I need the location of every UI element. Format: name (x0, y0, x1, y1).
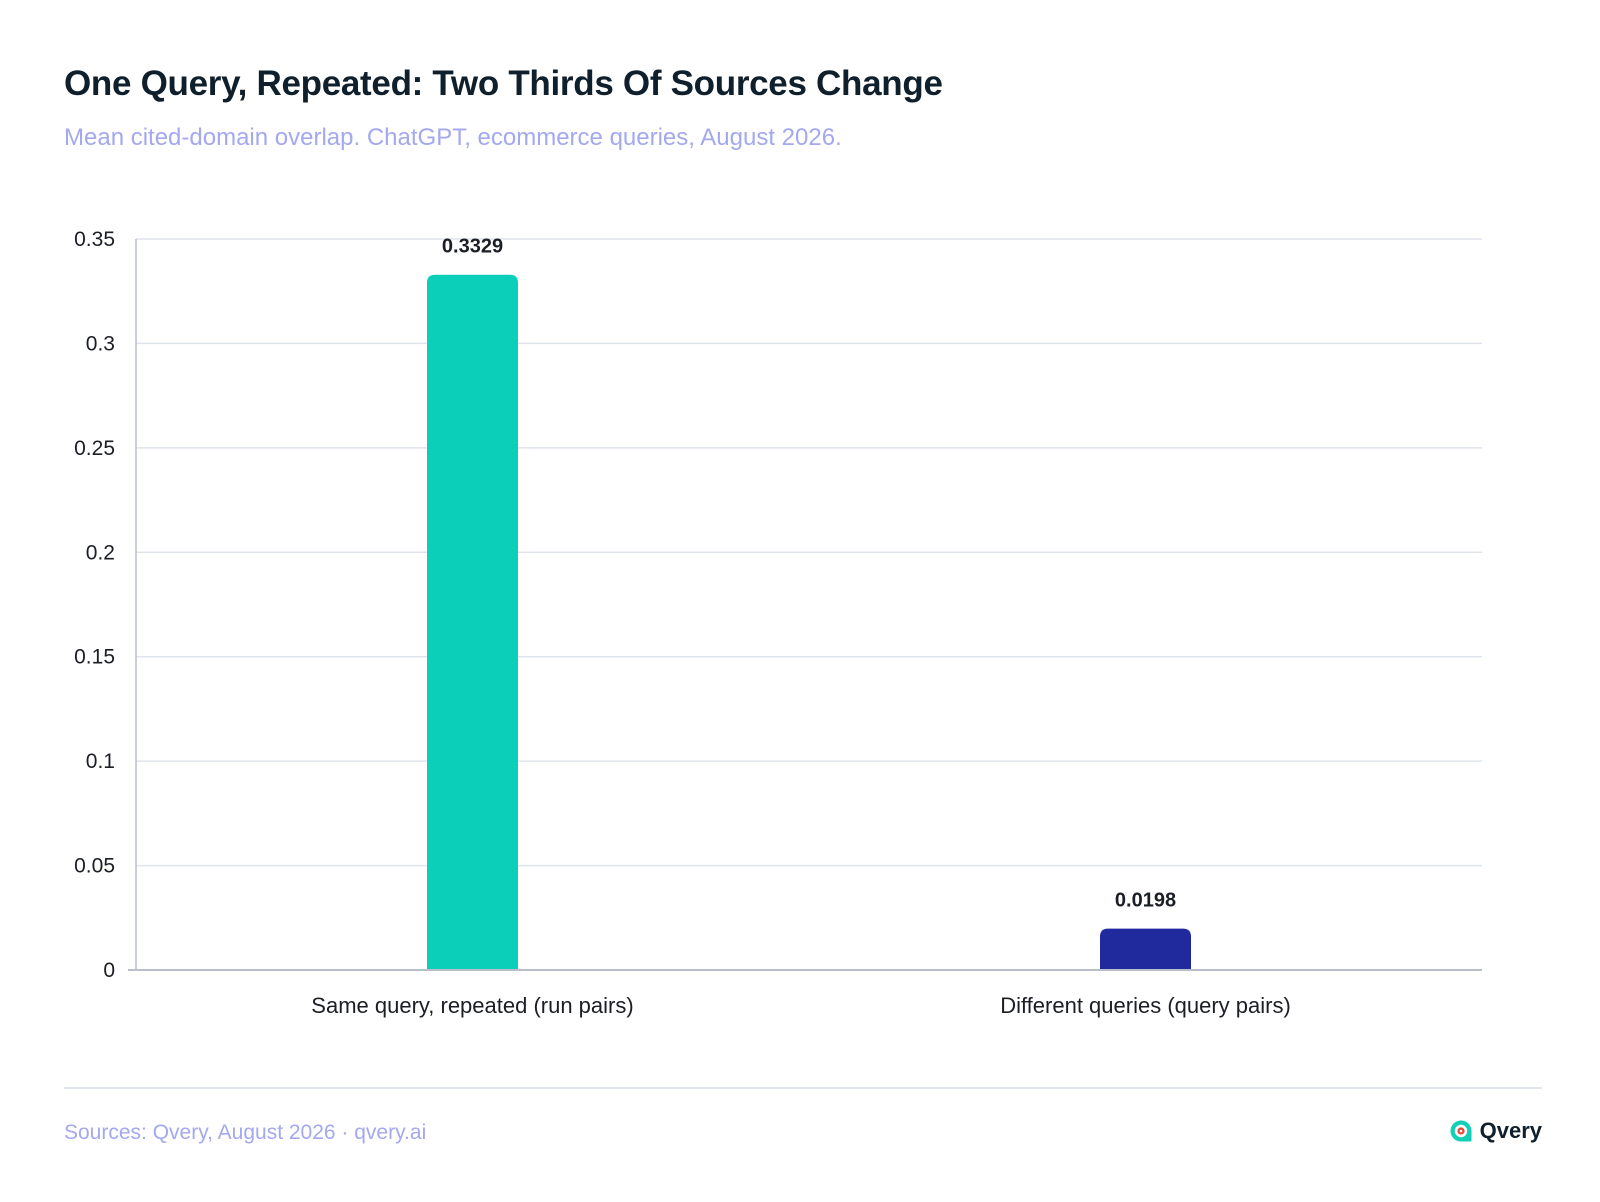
footer-divider (64, 1087, 1542, 1089)
source-note: Sources: Qvery, August 2026 · qvery.ai (64, 1121, 427, 1144)
y-tick-label: 0.1 (86, 750, 115, 773)
brand-logo: Qvery (1449, 1118, 1542, 1144)
bar (427, 274, 518, 970)
y-tick-label: 0.35 (74, 228, 115, 251)
y-tick-label: 0 (103, 959, 115, 982)
y-tick-label: 0.05 (74, 855, 115, 878)
brand-name: Qvery (1479, 1118, 1542, 1143)
y-tick-label: 0.15 (74, 646, 115, 669)
qvery-logo-icon (1450, 1120, 1472, 1142)
data-label: 0.3329 (442, 236, 503, 258)
x-tick-label: Different queries (query pairs) (1000, 993, 1291, 1018)
data-label: 0.0198 (1115, 890, 1176, 912)
data-labels: 0.3329 0.0198 (442, 236, 1176, 912)
x-axis-ticks: Same query, repeated (run pairs) Differen… (311, 993, 1291, 1018)
y-tick-label: 0.2 (86, 541, 115, 564)
bars (427, 274, 1191, 970)
y-tick-label: 0.3 (86, 332, 115, 355)
y-tick-label: 0.25 (74, 437, 115, 460)
chart-subtitle: Mean cited-domain overlap. ChatGPT, ecom… (64, 124, 842, 151)
x-tick-label: Same query, repeated (run pairs) (311, 993, 633, 1018)
chart-title: One Query, Repeated: Two Thirds Of Sourc… (64, 64, 943, 103)
grid-lines (136, 238, 1482, 867)
bar (1100, 928, 1191, 970)
axes (128, 239, 1482, 971)
y-axis-ticks: 0 0.05 0.1 0.15 0.2 0.25 0.3 0.35 (74, 228, 115, 982)
